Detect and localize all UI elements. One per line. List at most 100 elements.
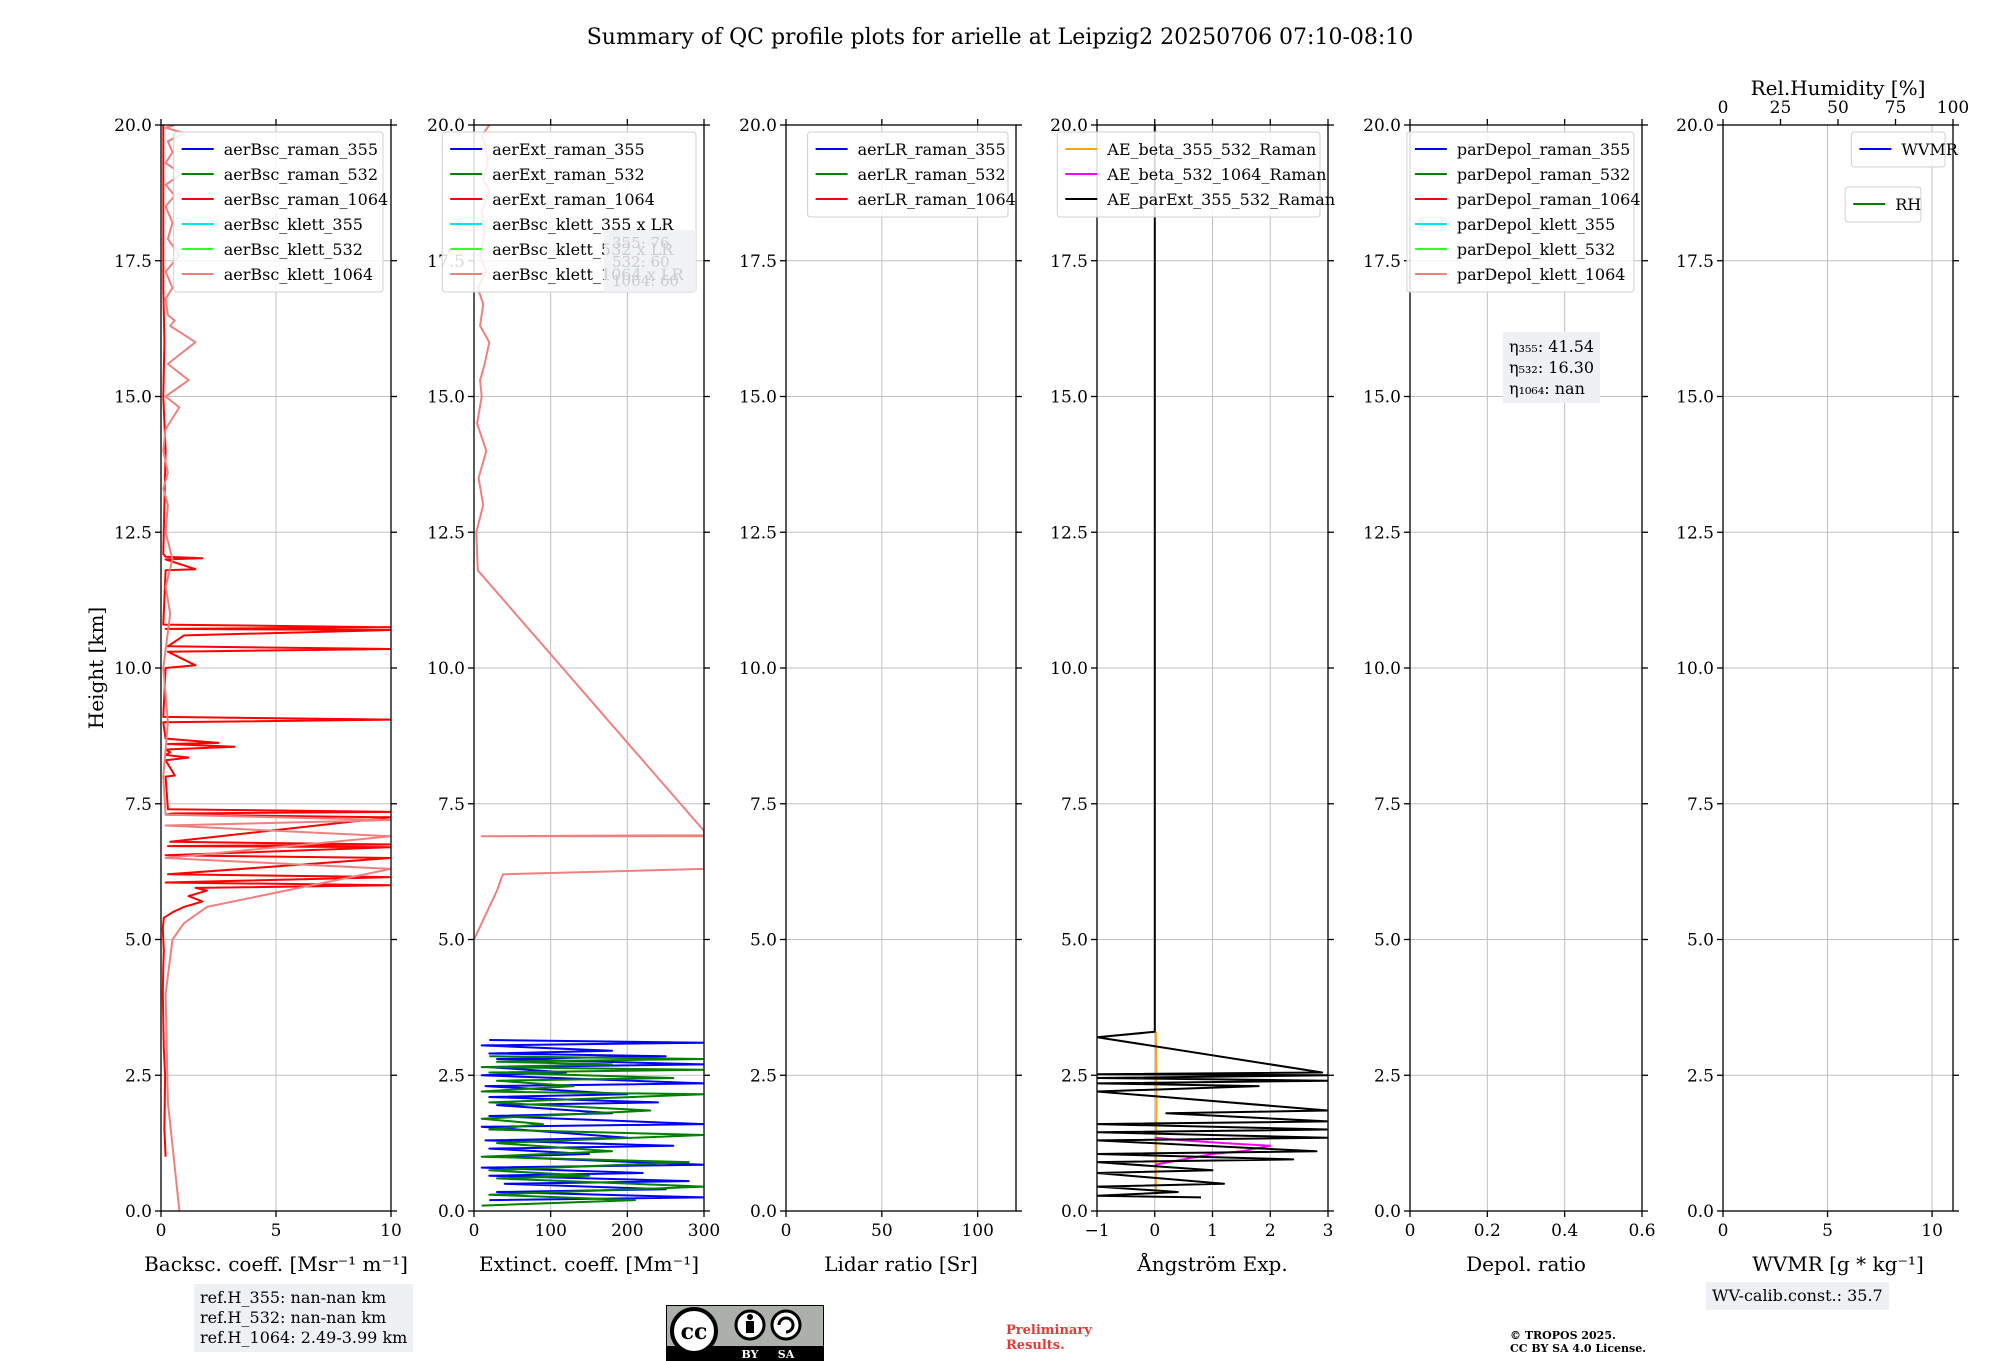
x-axis-label: Extinct. coeff. [Mm⁻¹] [479, 1252, 699, 1276]
legend-entry: parDepol_klett_532 [1457, 240, 1615, 259]
eta-line: η₁₀₆₄: nan [1509, 379, 1585, 398]
y-tick-label: 10.0 [114, 659, 152, 679]
legend-frame [1850, 131, 1946, 168]
y-tick-label: 5.0 [750, 931, 777, 951]
legend-entry: AE_parExt_355_532_Raman [1106, 190, 1335, 209]
legend-entry: aerExt_raman_532 [492, 165, 645, 184]
x-tick-label: 100 [534, 1221, 566, 1241]
legend: aerLR_raman_355 aerLR_raman_532 aerLR_rama… [807, 131, 1016, 218]
x-tick-label: 10 [380, 1221, 402, 1241]
y-tick-label: 15.0 [114, 388, 152, 408]
y-tick-label: 2.5 [125, 1066, 152, 1086]
y-tick-label: 5.0 [1374, 931, 1401, 951]
y-tick-label: 0.0 [1374, 1202, 1401, 1222]
y-tick-label: 10.0 [427, 659, 465, 679]
legend: aerBsc_raman_355 aerBsc_raman_532 aerBsc_r… [173, 131, 388, 293]
y-tick-label: 7.5 [1374, 795, 1401, 815]
legend-entry: AE_beta_532_1064_Raman [1106, 165, 1326, 184]
x-tick-label: 5 [1822, 1221, 1833, 1241]
top-tick-label: 25 [1770, 98, 1792, 118]
y-tick-label: 20.0 [1050, 116, 1088, 136]
y-tick-label: 12.5 [427, 523, 465, 543]
y-tick-label: 5.0 [125, 931, 152, 951]
x-tick-label: 0 [156, 1221, 167, 1241]
legend-entry: parDepol_klett_355 [1457, 215, 1615, 234]
y-tick-label: 15.0 [1050, 388, 1088, 408]
x-tick-label: 300 [688, 1221, 720, 1241]
y-tick-label: 12.5 [1676, 523, 1714, 543]
legend: WVMR [1850, 131, 1959, 168]
y-tick-label: 20.0 [1676, 116, 1714, 136]
legend-frame [807, 131, 1009, 218]
x-tick-label: 10 [1921, 1221, 1943, 1241]
x-tick-label: 0 [1405, 1221, 1416, 1241]
y-tick-label: 20.0 [114, 116, 152, 136]
panel-depol: 0 0.2 0.4 0.6 0.0 2.5 5.0 7.5 10.0 12.5 15.0 17.5 20… [1363, 116, 1655, 1276]
refbox-line: ref.H_532: nan-nan km [200, 1308, 387, 1327]
legend-entry: aerBsc_klett_532 [224, 240, 363, 259]
x-tick-label: 1 [1207, 1221, 1218, 1241]
legend-entry: aerBsc_klett_355 [224, 215, 363, 234]
x-tick-label: 100 [961, 1221, 993, 1241]
y-tick-label: 0.0 [750, 1202, 777, 1222]
y-tick-label: 20.0 [1363, 116, 1401, 136]
y-tick-label: 0.0 [1687, 1202, 1714, 1222]
x-tick-label: 0.4 [1551, 1221, 1578, 1241]
x-axis-label: Depol. ratio [1466, 1252, 1586, 1276]
figure-title: Summary of QC profile plots for arielle … [587, 25, 1414, 50]
legend-entry: RH [1895, 195, 1921, 214]
panel-ae: −1 0 1 2 3 0.0 2.5 5.0 7.5 10.0 12.5 15.0 17.5 20.0 Ån… [1050, 116, 1335, 1276]
y-tick-label: 10.0 [1363, 659, 1401, 679]
x-tick-label: 3 [1323, 1221, 1334, 1241]
x-axis-label: Lidar ratio [Sr] [824, 1252, 978, 1276]
eta-box: η₃₅₅: 41.54 η₅₃₂: 16.30 η₁₀₆₄: nan [1503, 332, 1601, 403]
legend-rh: RH [1844, 186, 1922, 223]
x-tick-label: 50 [871, 1221, 893, 1241]
y-tick-label: 5.0 [438, 931, 465, 951]
grid [1722, 124, 1953, 1212]
legend-entry: parDepol_raman_355 [1457, 140, 1630, 159]
panel-lr: 0 50 100 0.0 2.5 5.0 7.5 10.0 12.5 15.0 17.5 20.0 Li… [739, 116, 1022, 1276]
y-tick-label: 17.5 [114, 252, 152, 272]
wv-calib-text: WV-calib.const.: 35.7 [1712, 1286, 1883, 1305]
y-tick-label: 2.5 [1374, 1066, 1401, 1086]
copyright-line: © TROPOS 2025. [1510, 1329, 1616, 1342]
x-axis-label: Backsc. coeff. [Msr⁻¹ m⁻¹] [144, 1252, 408, 1276]
x-tick-label: 200 [611, 1221, 643, 1241]
ext-overlay-line: 1064: 60 [612, 272, 679, 290]
y-tick-label: 7.5 [1687, 795, 1714, 815]
chart-panels: 0 5 100.02.55.07.510.012.515.017.520.0Back… [84, 76, 1969, 1276]
y-tick-label: 7.5 [125, 795, 152, 815]
y-tick-label: 10.0 [739, 659, 777, 679]
ext-overlay-box [604, 230, 696, 292]
legend-entry: aerLR_raman_532 [858, 165, 1006, 184]
y-tick-label: 12.5 [739, 523, 777, 543]
y-tick-label: 15.0 [1363, 388, 1401, 408]
grid [785, 124, 1016, 1212]
top-tick-label: 50 [1827, 98, 1849, 118]
panel-wv: 0 5 10 0.0 2.5 5.0 7.5 10.0 12.5 15.0 17.5 20.0 WVMR… [1676, 76, 1969, 1276]
y-tick-label: 0.0 [438, 1202, 465, 1222]
y-tick-label: 5.0 [1061, 931, 1088, 951]
prelim-line: Preliminary [1006, 1323, 1092, 1338]
eta-line: η₅₃₂: 16.30 [1509, 358, 1595, 377]
reference-height-box: ref.H_355: nan-nan km ref.H_532: nan-nan… [194, 1284, 414, 1352]
eta-line: η₃₅₅: 41.54 [1509, 337, 1595, 356]
legend-entry: aerExt_raman_1064 [492, 190, 655, 209]
y-tick-label: 10.0 [1050, 659, 1088, 679]
wv-calib-box: WV-calib.const.: 35.7 [1706, 1282, 1889, 1310]
ext-overlay-line: 532: 60 [612, 253, 670, 271]
y-tick-label: 12.5 [114, 523, 152, 543]
panel-bsc: 0 5 10 0.0 2.5 5.0 7.5 10.0 12.5 15.0 17.5 20.0 Back… [84, 116, 408, 1276]
x-tick-label: −1 [1084, 1221, 1109, 1241]
series-line-aerExt_raman_355 [480, 1039, 704, 1202]
y-tick-label: 0.0 [125, 1202, 152, 1222]
license-line: CC BY SA 4.0 License. [1510, 1342, 1647, 1355]
y-tick-label: 7.5 [750, 795, 777, 815]
x-tick-label: 0 [1149, 1221, 1160, 1241]
y-tick-label: 17.5 [739, 252, 777, 272]
legend-entry: aerBsc_klett_1064 [224, 265, 373, 284]
y-tick-label: 7.5 [438, 795, 465, 815]
